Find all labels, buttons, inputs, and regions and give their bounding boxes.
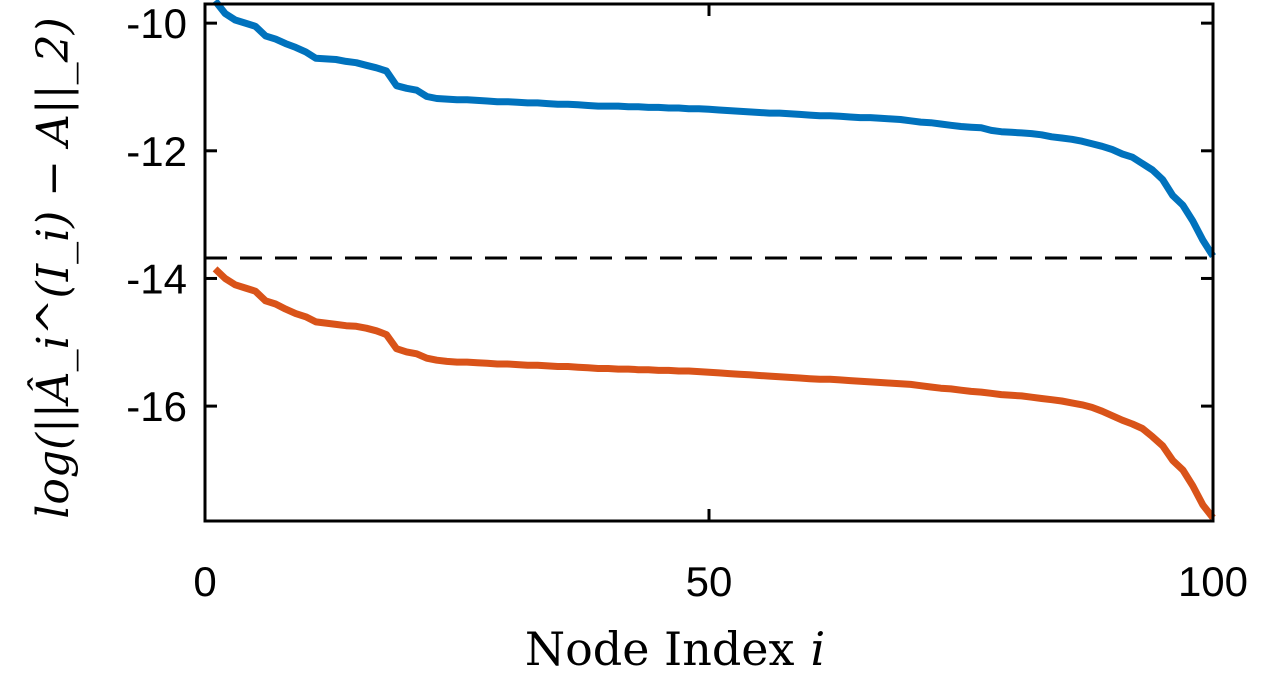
y-axis: -10 -12 -14 -16 — [126, 0, 1213, 430]
y-tick-label: -16 — [126, 383, 187, 430]
axes-box — [203, 2, 1215, 523]
y-tick-label: -12 — [126, 128, 187, 175]
x-tick-label: 0 — [193, 558, 216, 605]
y-tick-label: -10 — [126, 0, 187, 47]
x-tick-label: 50 — [686, 558, 733, 605]
x-tick-label: 100 — [1178, 558, 1248, 605]
x-axis-label: Node Index i — [525, 622, 825, 675]
plot-area — [205, 0, 1216, 520]
x-axis-label-symbol: i — [810, 622, 825, 675]
x-axis-label-text: Node Index — [525, 622, 795, 675]
series-line-1 — [212, 0, 1216, 258]
y-axis-label: log(||Â_i^(I_i) − A||_2) — [26, 17, 79, 518]
series-line-2 — [212, 266, 1216, 520]
axes-frame — [203, 2, 1215, 523]
y-tick-label: -14 — [126, 255, 187, 302]
x-axis: 0 50 100 — [193, 4, 1248, 605]
